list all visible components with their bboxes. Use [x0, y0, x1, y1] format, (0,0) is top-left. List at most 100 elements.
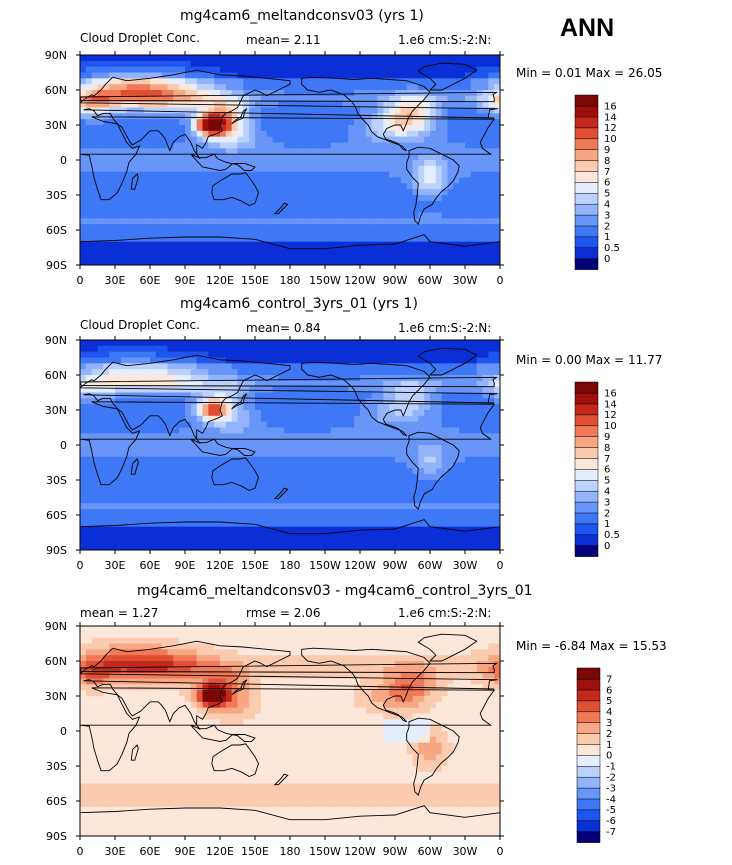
grid-cell: [470, 462, 478, 469]
grid-cell: [272, 177, 279, 184]
grid-cell: [120, 125, 128, 132]
grid-cell: [395, 160, 402, 167]
grid-cell: [319, 195, 326, 202]
grid-cell: [161, 101, 169, 109]
grid-cell: [278, 60, 285, 68]
grid-cell: [336, 363, 344, 370]
grid-cell: [85, 415, 93, 423]
grid-cell: [208, 497, 215, 504]
grid-cell: [249, 433, 256, 440]
grid-cell: [132, 404, 139, 411]
grid-cell: [138, 398, 145, 405]
grid-cell: [91, 433, 99, 440]
grid-cell: [237, 468, 244, 475]
grid-cell: [173, 345, 180, 353]
grid-cell: [173, 189, 180, 196]
grid-cell: [342, 485, 349, 493]
grid-cell: [220, 357, 227, 364]
grid-cell: [453, 230, 460, 237]
grid-cell: [418, 78, 425, 85]
grid-cell: [336, 72, 344, 79]
grid-cell: [144, 218, 151, 225]
grid-cell: [173, 101, 180, 109]
grid-cell: [214, 474, 221, 481]
grid-cell: [301, 398, 309, 405]
grid-cell: [173, 154, 180, 161]
grid-cell: [144, 474, 151, 481]
grid-cell: [371, 136, 379, 144]
grid-cell: [260, 410, 268, 417]
grid-cell: [243, 340, 250, 347]
grid-cell: [383, 241, 390, 249]
grid-cell: [290, 433, 297, 440]
grid-cell: [173, 503, 180, 510]
grid-cell: [290, 212, 297, 219]
grid-cell: [348, 351, 355, 359]
grid-cell: [465, 450, 472, 458]
grid-cell: [161, 427, 169, 434]
grid-cell: [290, 130, 297, 138]
grid-cell: [301, 200, 309, 208]
grid-cell: [459, 375, 466, 382]
grid-cell: [313, 148, 320, 155]
grid-cell: [365, 497, 373, 504]
grid-cell: [301, 206, 309, 214]
grid-cell: [342, 404, 349, 411]
grid-cell: [412, 60, 419, 68]
grid-cell: [465, 410, 472, 417]
grid-cell: [365, 410, 373, 417]
grid-cell: [360, 95, 367, 103]
grid-cell: [383, 160, 390, 167]
grid-cell: [494, 415, 500, 423]
grid-cell: [465, 183, 472, 190]
grid-cell: [494, 66, 500, 74]
grid-cell: [231, 491, 239, 499]
grid-cell: [377, 445, 384, 452]
grid-cell: [325, 340, 332, 347]
grid-cell: [371, 380, 379, 388]
grid-cell: [284, 247, 291, 254]
grid-cell: [185, 101, 192, 109]
grid-cell: [138, 450, 145, 458]
grid-cell: [459, 491, 466, 499]
grid-cell: [470, 165, 478, 173]
grid-cell: [325, 160, 332, 167]
grid-cell: [179, 247, 186, 254]
grid-cell: [406, 224, 414, 231]
grid-cell: [383, 503, 390, 510]
grid-cell: [418, 509, 425, 516]
grid-cell: [476, 177, 484, 184]
grid-cell: [494, 90, 500, 97]
grid-cell: [225, 485, 233, 493]
grid-cell: [453, 189, 460, 196]
grid-cell: [383, 497, 390, 504]
grid-cell: [342, 148, 349, 155]
grid-cell: [377, 398, 384, 405]
grid-cell: [488, 72, 495, 79]
grid-cell: [459, 456, 466, 464]
grid-cell: [260, 195, 268, 202]
grid-cell: [144, 148, 151, 155]
grid-cell: [103, 101, 110, 109]
grid-cell: [307, 90, 314, 97]
grid-cell: [208, 107, 215, 114]
grid-cell: [465, 218, 472, 225]
grid-cell: [173, 404, 180, 411]
grid-cell: [348, 439, 355, 446]
grid-cell: [336, 206, 344, 214]
grid-cell: [459, 445, 466, 452]
grid-cell: [266, 509, 274, 516]
grid-cell: [307, 125, 314, 132]
grid-cell: [418, 107, 425, 114]
grid-cell: [278, 497, 285, 504]
grid-cell: [342, 72, 349, 79]
grid-cell: [144, 171, 151, 179]
grid-cell: [202, 462, 209, 469]
grid-cell: [220, 380, 227, 388]
grid-cell: [255, 195, 262, 202]
grid-cell: [488, 78, 495, 85]
grid-cell: [208, 485, 215, 493]
grid-cell: [255, 177, 262, 184]
grid-cell: [167, 90, 174, 97]
grid-cell: [103, 154, 110, 161]
